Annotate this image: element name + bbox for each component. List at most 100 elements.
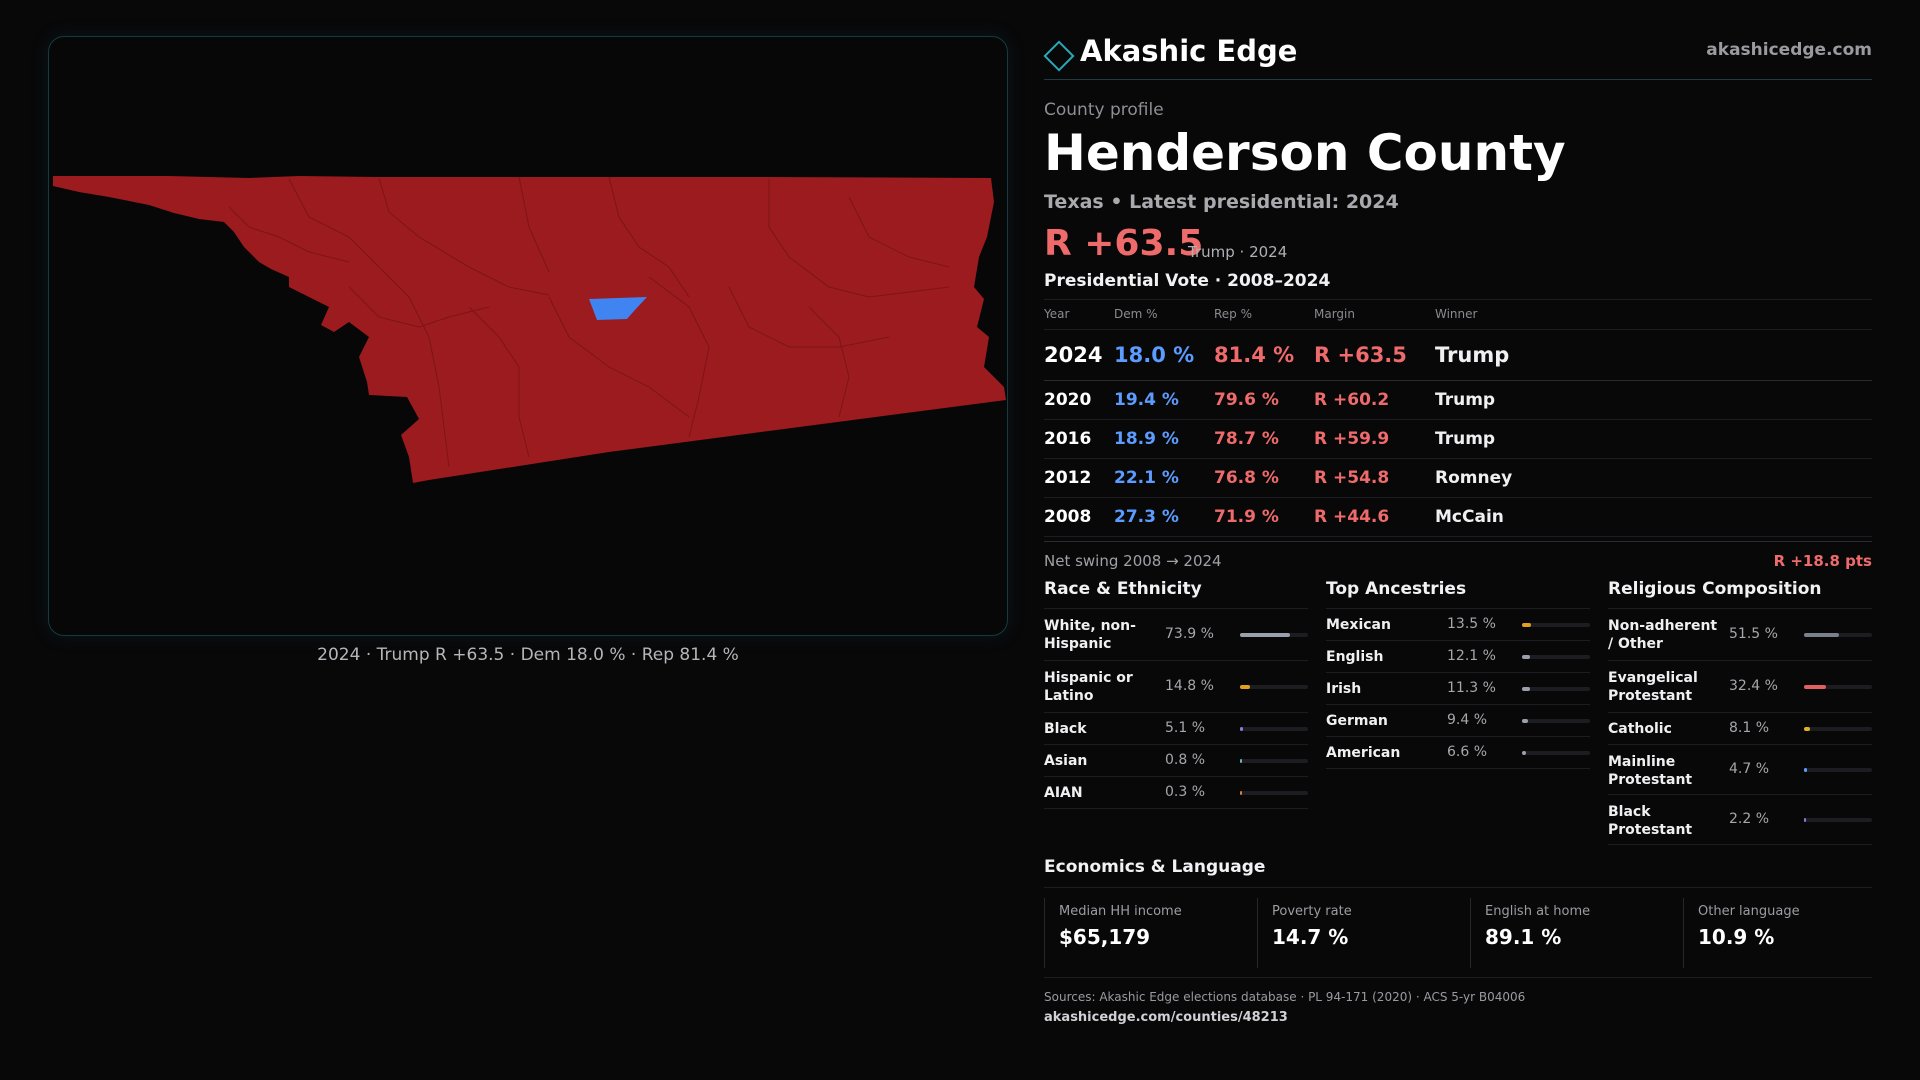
item-label: Evangelical Protestant: [1608, 670, 1698, 704]
cell-dem: 22.1 %: [1114, 458, 1214, 498]
header-margin: Margin: [1314, 300, 1435, 330]
share-bar-fill: [1804, 818, 1806, 822]
table-row[interactable]: 2020 19.4 % 79.6 % R +60.2 Trump: [1044, 380, 1872, 420]
cell-dem: 19.4 %: [1114, 380, 1214, 420]
share-bar: [1522, 687, 1590, 691]
list-item[interactable]: German 9.4 %: [1326, 705, 1590, 737]
cell-rep: 71.9 %: [1214, 497, 1314, 537]
item-percent: 0.8 %: [1165, 752, 1206, 768]
headline-margin: R +63.5: [1044, 223, 1204, 264]
cell-dem: 18.0 %: [1114, 329, 1214, 381]
item-percent: 11.3 %: [1447, 680, 1496, 696]
list-item[interactable]: Asian 0.8 %: [1044, 745, 1308, 777]
cell-year: 2016: [1044, 419, 1114, 459]
header-year: Year: [1044, 300, 1114, 330]
eyebrow-label: County profile: [1044, 100, 1164, 120]
share-bar: [1804, 633, 1872, 637]
share-bar-fill: [1522, 751, 1527, 755]
stat-value: 10.9 %: [1698, 925, 1775, 949]
table-row[interactable]: 2024 18.0 % 81.4 % R +63.5 Trump: [1044, 329, 1872, 381]
item-percent: 13.5 %: [1447, 616, 1496, 632]
list-item[interactable]: AIAN 0.3 %: [1044, 777, 1308, 809]
list-item[interactable]: Mexican 13.5 %: [1326, 609, 1590, 641]
share-bar-fill: [1240, 759, 1242, 763]
presidential-title: Presidential Vote · 2008–2024: [1044, 271, 1872, 300]
cell-margin: R +59.9: [1314, 419, 1435, 459]
share-bar: [1804, 818, 1872, 822]
brand-header: Akashic Edge akashicedge.com: [1043, 30, 1872, 80]
cell-winner: McCain: [1435, 497, 1872, 537]
economics-title: Economics & Language: [1044, 857, 1872, 888]
list-item[interactable]: Black Protestant 2.2 %: [1608, 795, 1872, 845]
cell-year: 2012: [1044, 458, 1114, 498]
list-item[interactable]: American 6.6 %: [1326, 737, 1590, 769]
cell-winner: Trump: [1435, 380, 1872, 420]
list-item[interactable]: English 12.1 %: [1326, 641, 1590, 673]
headline-result: R +63.5 Trump · 2024: [1044, 223, 1872, 267]
share-bar-fill: [1804, 685, 1827, 689]
county-map-panel[interactable]: [48, 36, 1008, 636]
county-map[interactable]: [49, 37, 1008, 636]
item-percent: 2.2 %: [1729, 811, 1770, 827]
item-percent: 8.1 %: [1729, 720, 1770, 736]
sources-link[interactable]: akashicedge.com/counties/48213: [1044, 1010, 1288, 1025]
cell-margin: R +54.8: [1314, 458, 1435, 498]
stat-label: Poverty rate: [1272, 904, 1352, 919]
list-item[interactable]: Catholic 8.1 %: [1608, 713, 1872, 745]
economics-stats: Median HH income $65,179 Poverty rate 14…: [1044, 898, 1872, 978]
stat-value: 14.7 %: [1272, 925, 1349, 949]
item-label: AIAN: [1044, 785, 1083, 801]
item-percent: 12.1 %: [1447, 648, 1496, 664]
cell-rep: 78.7 %: [1214, 419, 1314, 459]
item-label: Black: [1044, 721, 1087, 737]
share-bar: [1522, 623, 1590, 627]
share-bar-fill: [1240, 727, 1244, 731]
ancestry-section: Top Ancestries Mexican 13.5 % English 12.1 …: [1326, 579, 1590, 769]
share-bar: [1522, 719, 1590, 723]
cell-winner: Romney: [1435, 458, 1872, 498]
stat-label: English at home: [1485, 904, 1591, 919]
share-bar-fill: [1804, 633, 1840, 637]
net-swing: Net swing 2008 → 2024 R +18.8 pts: [1044, 541, 1872, 575]
brand-url[interactable]: akashicedge.com: [1706, 40, 1872, 60]
cell-dem: 27.3 %: [1114, 497, 1214, 537]
county-profile: Akashic Edge akashicedge.com County prof…: [1043, 30, 1872, 1025]
item-percent: 6.6 %: [1447, 744, 1488, 760]
table-row[interactable]: 2012 22.1 % 76.8 % R +54.8 Romney: [1044, 458, 1872, 498]
table-row[interactable]: 2016 18.9 % 78.7 % R +59.9 Trump: [1044, 419, 1872, 459]
list-item[interactable]: Evangelical Protestant 32.4 %: [1608, 661, 1872, 713]
religion-section: Religious Composition Non-adherent / Oth…: [1608, 579, 1872, 845]
presidential-table: Year Dem % Rep % Margin Winner 2024 18.0…: [1044, 300, 1872, 537]
cell-year: 2020: [1044, 380, 1114, 420]
item-percent: 0.3 %: [1165, 784, 1206, 800]
list-item[interactable]: White, non-Hispanic 73.9 %: [1044, 609, 1308, 661]
list-item[interactable]: Mainline Protestant 4.7 %: [1608, 745, 1872, 795]
list-item[interactable]: Black 5.1 %: [1044, 713, 1308, 745]
list-item[interactable]: Hispanic or Latino 14.8 %: [1044, 661, 1308, 713]
cell-rep: 79.6 %: [1214, 380, 1314, 420]
header-rep: Rep %: [1214, 300, 1314, 330]
cell-winner: Trump: [1435, 329, 1872, 381]
cell-rep: 76.8 %: [1214, 458, 1314, 498]
list-item[interactable]: Non-adherent / Other 51.5 %: [1608, 609, 1872, 661]
share-bar: [1522, 751, 1590, 755]
race-ethnicity-section: Race & Ethnicity White, non-Hispanic 73.9…: [1044, 579, 1308, 809]
cell-margin: R +44.6: [1314, 497, 1435, 537]
item-label: Hispanic or Latino: [1044, 670, 1133, 704]
share-bar-fill: [1804, 727, 1810, 731]
table-row[interactable]: 2008 27.3 % 71.9 % R +44.6 McCain: [1044, 497, 1872, 537]
item-label: White, non-Hispanic: [1044, 618, 1136, 652]
share-bar-fill: [1240, 791, 1242, 795]
list-item[interactable]: Irish 11.3 %: [1326, 673, 1590, 705]
share-bar: [1240, 791, 1308, 795]
item-label: Black Protestant: [1608, 804, 1693, 838]
democratic-precinct[interactable]: [589, 297, 647, 320]
stat-english-at-home: English at home 89.1 %: [1470, 898, 1683, 968]
header-dem: Dem %: [1114, 300, 1214, 330]
county-shape[interactable]: [53, 176, 1006, 483]
item-label: Catholic: [1608, 721, 1672, 737]
map-caption: 2024 · Trump R +63.5 · Dem 18.0 % · Rep …: [317, 645, 739, 665]
item-label: English: [1326, 649, 1384, 665]
brand-name[interactable]: Akashic Edge: [1080, 34, 1298, 68]
share-bar-fill: [1522, 687, 1530, 691]
